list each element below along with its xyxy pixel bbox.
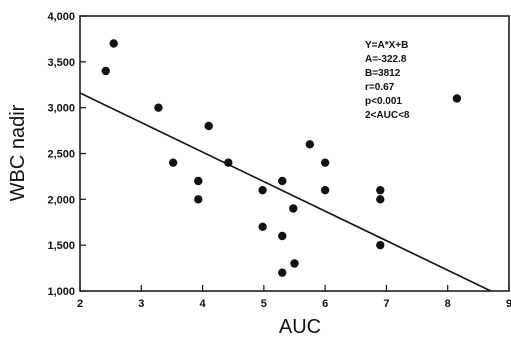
x-axis-ticks: 2 3 4 5 6 7 8 9 (77, 285, 511, 310)
data-point (321, 158, 329, 166)
y-tick-label: 1,500 (47, 240, 75, 252)
x-tick-label: 2 (77, 298, 83, 310)
y-tick-label: 2,500 (47, 149, 75, 161)
y-tick-label: 4,000 (47, 11, 75, 23)
x-tick-label: 6 (322, 298, 328, 310)
data-point (102, 67, 110, 75)
y-tick-label: 3,000 (47, 103, 75, 115)
x-tick-label: 4 (200, 298, 207, 310)
data-points (102, 39, 462, 277)
regression-line-group (80, 93, 494, 292)
data-point (110, 39, 118, 47)
data-point (258, 186, 266, 194)
data-point (278, 232, 286, 240)
y-tick-label: 1,000 (47, 286, 75, 298)
regression-line (80, 93, 494, 292)
data-point (278, 268, 286, 276)
x-tick-label: 8 (445, 298, 451, 310)
y-tick-label: 3,500 (47, 57, 75, 69)
plot-frame (80, 16, 509, 291)
x-tick-label: 5 (261, 298, 267, 310)
annotation-line: 2<AUC<8 (365, 110, 410, 121)
annotation-line: B=3812 (365, 68, 401, 79)
y-tick-label: 2,000 (47, 194, 75, 206)
data-point (453, 94, 461, 102)
data-point (290, 259, 298, 267)
x-tick-label: 3 (138, 298, 144, 310)
data-point (194, 177, 202, 185)
data-point (376, 195, 384, 203)
data-point (376, 186, 384, 194)
annotation-line: p<0.001 (365, 96, 402, 107)
data-point (205, 122, 213, 130)
data-point (289, 204, 297, 212)
annotation-line: r=0.67 (365, 82, 395, 93)
annotation-line: A=-322.8 (365, 54, 407, 65)
annotation-line: Y=A*X+B (365, 40, 408, 51)
data-point (306, 140, 314, 148)
data-point (194, 195, 202, 203)
data-point (169, 158, 177, 166)
annotation-block: Y=A*X+B A=-322.8 B=3812 r=0.67 p<0.001 2<AUC<… (365, 40, 410, 121)
data-point (321, 186, 329, 194)
data-point (224, 158, 232, 166)
x-tick-label: 9 (506, 298, 511, 310)
data-point (258, 223, 266, 231)
data-point (278, 177, 286, 185)
data-point (376, 241, 384, 249)
x-axis-title: AUC (279, 316, 321, 338)
y-axis-title: WBC nadir (7, 104, 29, 201)
x-tick-label: 7 (383, 298, 389, 310)
data-point (154, 103, 162, 111)
